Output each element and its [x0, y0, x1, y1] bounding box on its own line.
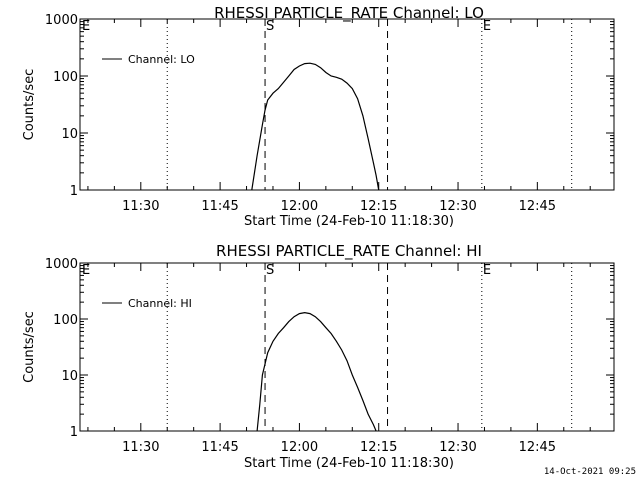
y-axis-label: Counts/sec: [22, 69, 37, 141]
x-tick-label: 12:30: [439, 199, 476, 214]
x-tick-label: 11:30: [122, 440, 159, 455]
marker-label: S: [266, 19, 274, 34]
y-tick-label: 100: [53, 70, 78, 85]
marker-label: E: [82, 263, 90, 278]
marker-label: E: [483, 19, 491, 34]
chart-title: RHESSI PARTICLE_RATE Channel: HI: [216, 242, 482, 261]
y-axis-label: Counts/sec: [22, 311, 37, 383]
y-tick-label: 1: [70, 184, 78, 199]
x-axis-label: Start Time (24-Feb-10 11:18:30): [244, 214, 454, 229]
x-tick-label: 12:15: [360, 440, 397, 455]
x-tick-label: 11:45: [201, 199, 238, 214]
legend-label: Channel: LO: [128, 53, 195, 66]
x-tick-label: 11:30: [122, 199, 159, 214]
x-tick-label: 12:15: [360, 199, 397, 214]
plot-frame: [79, 262, 615, 432]
y-tick-label: 1000: [45, 257, 78, 272]
x-axis-label: Start Time (24-Feb-10 11:18:30): [244, 456, 454, 471]
plot-frame: [79, 18, 615, 191]
x-tick-label: 12:00: [281, 199, 318, 214]
marker-label: S: [266, 263, 274, 278]
y-tick-label: 1: [70, 425, 78, 440]
legend-label: Channel: HI: [128, 297, 192, 310]
marker-label: E: [483, 263, 491, 278]
x-tick-label: 11:45: [201, 440, 238, 455]
x-tick-label: 12:45: [519, 440, 556, 455]
y-tick-label: 10: [61, 127, 78, 142]
x-tick-label: 12:00: [281, 440, 318, 455]
marker-label: E: [82, 19, 90, 34]
y-tick-label: 10: [61, 369, 78, 384]
y-tick-label: 100: [53, 313, 78, 328]
chart-title: RHESSI PARTICLE_RATE Channel: LO: [214, 4, 484, 23]
chart-panel-2: RHESSI PARTICLE_RATE Channel: HI 11:30 11:…: [22, 242, 615, 471]
series-line: [251, 62, 380, 191]
series-line: [256, 311, 377, 432]
y-tick-label: 1000: [45, 13, 78, 28]
x-tick-label: 12:30: [439, 440, 476, 455]
footer-timestamp: 14-Oct-2021 09:25: [544, 467, 636, 477]
chart-panel-1: RHESSI PARTICLE_RATE Channel: LO 11:30 11:…: [22, 4, 615, 229]
x-tick-label: 12:45: [519, 199, 556, 214]
